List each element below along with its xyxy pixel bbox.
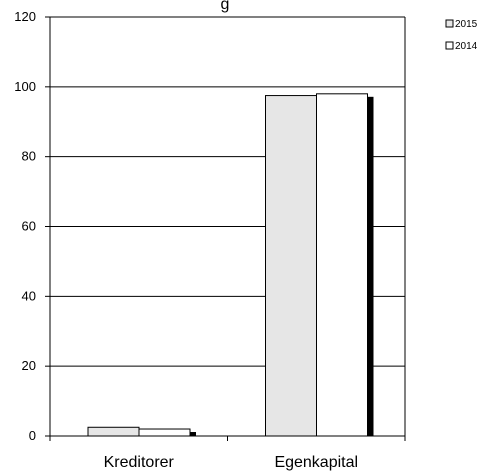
- bar-2014: [316, 93, 368, 437]
- bar-2014: [138, 428, 191, 437]
- x-category-label: Egenkapital: [274, 454, 358, 471]
- y-tick-label: 60: [22, 219, 36, 234]
- y-tick-label: 0: [29, 428, 36, 443]
- legend-swatch-2014: [445, 41, 454, 50]
- y-tick-label: 40: [22, 288, 36, 303]
- legend-label: 2014: [455, 41, 478, 52]
- chart-title: g: [221, 0, 230, 13]
- y-tick-label: 20: [22, 358, 36, 373]
- y-tick-labels: 0 20 40 60 80 100 120: [14, 9, 36, 443]
- axes: [45, 16, 406, 441]
- y-tick-label: 120: [14, 9, 36, 24]
- legend-label: 2015: [455, 19, 478, 30]
- bar-2015: [265, 95, 317, 437]
- legend-swatch-2015: [445, 19, 454, 28]
- x-category-label: Kreditorer: [104, 454, 175, 471]
- y-tick-label: 100: [14, 79, 36, 94]
- y-tick-label: 80: [22, 149, 36, 164]
- bars: [87, 93, 368, 437]
- legend: 2015 2014: [445, 19, 478, 52]
- x-category-labels: Kreditorer Egenkapital: [104, 454, 358, 471]
- bar-2015: [87, 426, 140, 437]
